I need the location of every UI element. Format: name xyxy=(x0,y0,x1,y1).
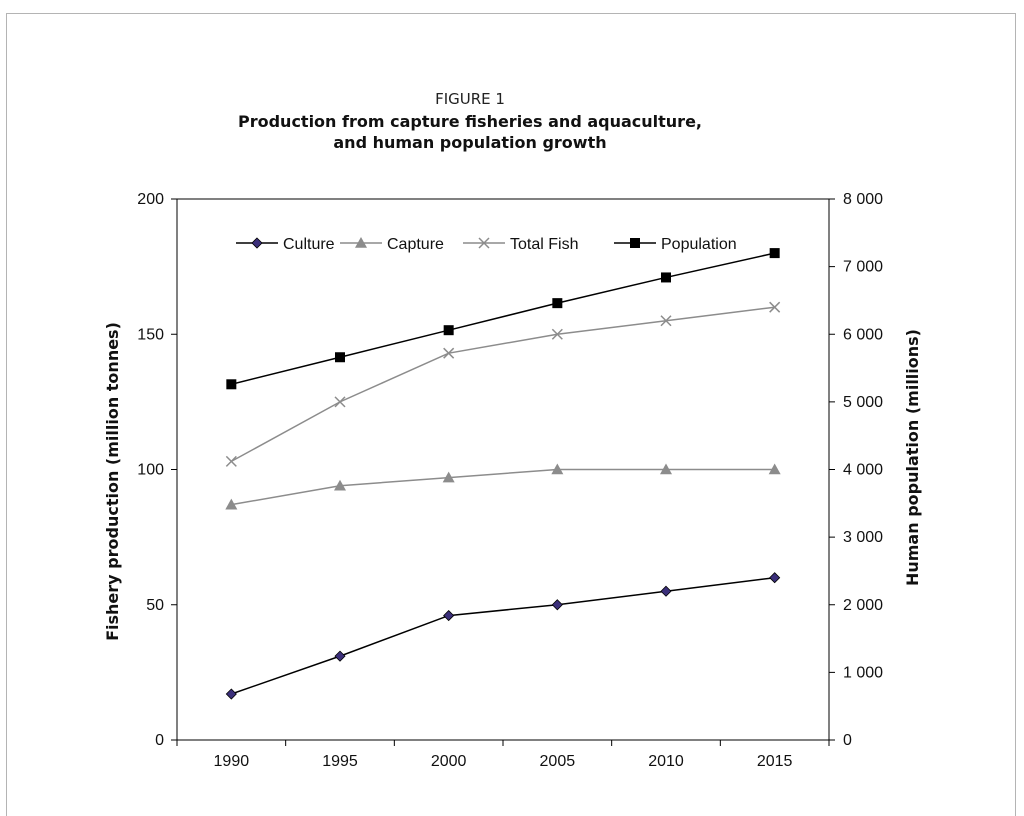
data-point-population xyxy=(552,298,563,309)
legend-item-population: Population xyxy=(614,236,737,253)
figure-frame xyxy=(6,13,1016,816)
legend-item-total-fish: Total Fish xyxy=(463,236,578,253)
right-y-tick-label: 6 000 xyxy=(843,326,883,343)
right-y-tick-label: 3 000 xyxy=(843,529,883,546)
x-tick-label: 2005 xyxy=(540,753,576,770)
figure-title-line1: Production from capture fisheries and aq… xyxy=(237,112,702,131)
series-capture xyxy=(225,463,781,510)
data-point-population xyxy=(335,352,345,363)
data-point-capture xyxy=(660,463,672,475)
legend-marker-capture xyxy=(355,237,367,248)
data-point-total-fish xyxy=(225,455,237,467)
right-axis-title: Human population (millions) xyxy=(903,329,922,586)
data-point-population xyxy=(661,272,671,283)
x-tick-label: 2015 xyxy=(757,753,793,770)
data-point-total-fish xyxy=(769,301,781,313)
data-point-capture xyxy=(225,498,238,510)
right-y-tick-label: 0 xyxy=(843,732,852,749)
legend-item-capture: Capture xyxy=(340,236,444,253)
legend-marker-total-fish xyxy=(478,237,490,249)
series-layer xyxy=(225,248,781,700)
data-point-culture xyxy=(551,599,563,611)
series-line-capture xyxy=(231,468,775,506)
right-y-tick-label: 5 000 xyxy=(843,394,883,411)
left-y-tick-label: 50 xyxy=(146,597,164,614)
left-y-tick-label: 0 xyxy=(155,732,164,749)
left-y-tick-label: 100 xyxy=(137,462,164,479)
right-y-tick-label: 1 000 xyxy=(843,664,883,681)
right-y-tick-label: 8 000 xyxy=(843,191,883,208)
legend-label-culture: Culture xyxy=(283,236,335,253)
data-point-total-fish xyxy=(551,328,563,340)
figure-label: FIGURE 1 xyxy=(435,90,505,108)
data-point-culture xyxy=(660,585,672,597)
series-culture xyxy=(225,572,781,700)
series-line-culture xyxy=(231,576,775,695)
x-tick-label: 1990 xyxy=(214,753,250,770)
data-point-culture xyxy=(225,688,237,700)
data-point-culture xyxy=(443,610,455,622)
legend-label-capture: Capture xyxy=(387,236,444,253)
series-line-population xyxy=(231,252,775,386)
legend-marker-culture xyxy=(251,237,263,249)
data-point-capture xyxy=(768,463,781,475)
data-point-total-fish xyxy=(660,315,672,327)
legend-label-population: Population xyxy=(661,236,737,253)
data-point-total-fish xyxy=(334,396,346,408)
data-point-culture xyxy=(769,572,781,584)
left-axis-title: Fishery production (million tonnes) xyxy=(103,322,122,641)
legend-marker-population xyxy=(630,238,640,248)
left-y-tick-label: 200 xyxy=(137,191,164,208)
data-point-capture xyxy=(442,471,455,483)
figure-title-line2: and human population growth xyxy=(333,133,607,152)
left-y-tick-label: 150 xyxy=(137,326,164,343)
legend-label-total-fish: Total Fish xyxy=(510,236,578,253)
legend-item-culture: Culture xyxy=(236,236,335,253)
x-tick-label: 2000 xyxy=(431,753,467,770)
right-y-tick-label: 7 000 xyxy=(843,259,883,276)
series-total-fish xyxy=(225,301,781,467)
data-point-capture xyxy=(551,463,564,475)
data-point-population xyxy=(769,248,780,259)
data-point-total-fish xyxy=(443,347,455,359)
data-point-culture xyxy=(334,650,346,662)
x-tick-label: 2010 xyxy=(648,753,684,770)
data-point-population xyxy=(226,379,237,390)
x-tick-label: 1995 xyxy=(322,753,358,770)
legend: Culture Capture Total Fish Population xyxy=(236,236,737,253)
series-population xyxy=(226,248,780,390)
right-y-tick-label: 2 000 xyxy=(843,597,883,614)
figure-title: Production from capture fisheries and aq… xyxy=(0,111,940,153)
right-y-tick-label: 4 000 xyxy=(843,462,883,479)
series-line-total-fish xyxy=(230,306,775,463)
data-point-capture xyxy=(334,479,346,491)
data-point-population xyxy=(443,325,454,336)
